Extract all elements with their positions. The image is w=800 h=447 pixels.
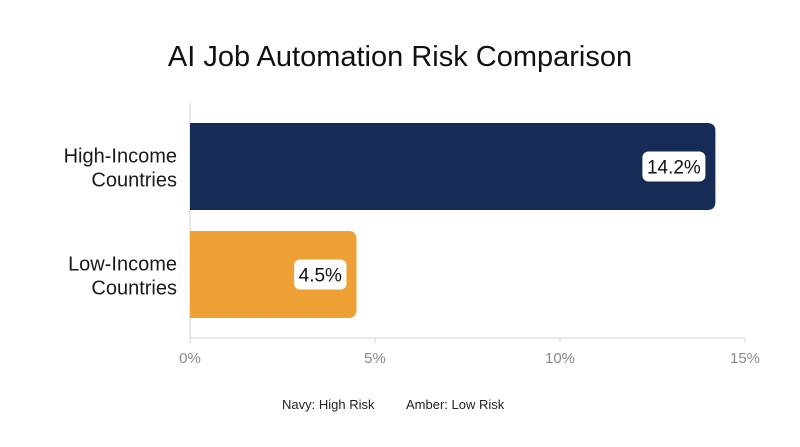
legend: Navy: High Risk Amber: Low Risk [282,397,505,412]
x-tick-label: 10% [545,350,575,367]
x-tick-label: 15% [730,350,760,367]
x-ticks: 0% 5% 10% 15% [179,338,760,367]
chart-title: AI Job Automation Risk Comparison [168,41,632,73]
value-label: 14.2% [642,151,706,182]
value-labels: 14.2% 4.5% [294,151,706,290]
value-label-box [642,151,706,182]
category-label: High-Income Countries [64,146,177,192]
category-labels: High-Income Countries Low-Income Countries [64,146,177,300]
value-label: 4.5% [294,259,347,290]
category-label: Low-Income Countries [68,254,177,300]
value-label-text: 4.5% [299,266,342,287]
value-label-text: 14.2% [647,158,701,179]
bar-high-income [190,123,716,210]
value-label-box [294,259,347,290]
legend-high-risk: Navy: High Risk [282,397,375,412]
legend-low-risk: Amber: Low Risk [406,397,505,412]
bars [190,123,716,318]
bar-low-income [190,231,357,318]
x-tick-label: 5% [364,350,386,367]
x-tick-label: 0% [179,350,201,367]
